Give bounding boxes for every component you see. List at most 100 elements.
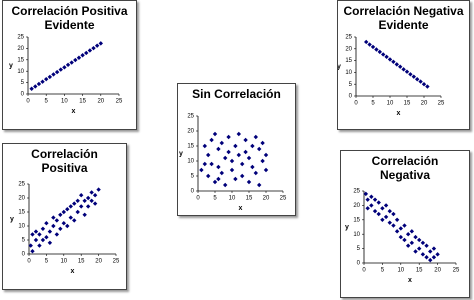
point: [72, 201, 77, 206]
point: [216, 164, 221, 170]
y-tick-label: 20: [17, 46, 24, 52]
point: [82, 198, 87, 203]
y-axis-label: y: [10, 216, 14, 223]
point: [54, 232, 60, 237]
point: [376, 211, 381, 217]
x-tick-label: 0: [26, 99, 30, 105]
point: [367, 42, 372, 47]
point: [383, 203, 389, 208]
y-tick-label: 5: [21, 80, 25, 86]
point: [68, 215, 73, 220]
point: [417, 246, 422, 251]
point: [96, 187, 101, 192]
point: [65, 223, 70, 229]
point: [51, 215, 56, 220]
point: [73, 57, 78, 63]
point: [391, 211, 396, 217]
chart-panel: Sin Correlación 0 5 10 15 20 25 0 5 10 15 20 25 x y: [177, 83, 296, 216]
point: [408, 72, 413, 77]
point: [263, 167, 269, 173]
x-tick-label: 15: [246, 196, 253, 202]
point: [85, 195, 91, 201]
point: [425, 84, 430, 89]
y-tick-label: 20: [345, 46, 352, 52]
y-tick-label: 15: [187, 144, 194, 150]
point: [391, 223, 396, 228]
point: [33, 229, 39, 234]
x-tick-label: 0: [196, 196, 200, 202]
plot: 0 5 10 15 20 25 0 5 10 15 20 25 x y: [338, 35, 445, 117]
point: [40, 226, 46, 231]
point: [398, 226, 403, 231]
point: [223, 182, 228, 188]
point: [428, 249, 433, 254]
point: [364, 39, 369, 45]
point: [37, 243, 42, 248]
point: [61, 209, 66, 215]
y-axis-label: y: [338, 63, 341, 70]
x-tick-label: 5: [213, 196, 217, 202]
point: [202, 161, 207, 167]
x-axis-label: x: [397, 110, 401, 117]
y-tick-label: 0: [357, 261, 361, 267]
point: [405, 232, 411, 237]
x-tick-label: 0: [354, 101, 358, 107]
point: [233, 176, 238, 182]
point: [253, 170, 258, 176]
y-tick-label: 0: [22, 252, 26, 258]
chart-panel: Correlación Positiva Evidente 0 5 10 15 20 25 0…: [2, 0, 137, 130]
chart-title: Correlación Positiva: [31, 147, 98, 175]
point: [47, 229, 53, 234]
point: [233, 143, 238, 149]
x-tick-label: 10: [229, 196, 236, 202]
y-tick-label: 15: [345, 58, 352, 64]
point: [236, 152, 241, 158]
point: [420, 252, 426, 257]
point: [402, 223, 407, 228]
point: [219, 170, 224, 176]
point: [89, 198, 94, 203]
x-tick-label: 0: [27, 259, 31, 265]
point: [229, 158, 235, 164]
point: [206, 173, 211, 179]
x-tick-label: 5: [45, 99, 49, 105]
point: [33, 84, 38, 89]
point: [58, 67, 63, 72]
x-tick-label: 10: [387, 101, 394, 107]
point: [431, 255, 437, 260]
point: [30, 249, 35, 254]
y-tick-label: 25: [345, 35, 352, 41]
point: [246, 155, 252, 161]
point: [236, 131, 241, 137]
point: [94, 43, 100, 48]
point: [89, 190, 94, 195]
point: [36, 81, 42, 87]
point: [202, 143, 207, 149]
point: [387, 57, 393, 62]
point: [223, 155, 228, 161]
chart-panel: Correlación Positiva 0 5 10 15 20 25 0 5 10 15 20 25…: [2, 143, 127, 290]
point: [229, 167, 235, 173]
point: [62, 65, 67, 70]
point: [398, 64, 403, 69]
point: [199, 167, 204, 173]
point: [44, 235, 49, 240]
point: [387, 208, 392, 214]
point: [44, 221, 49, 226]
x-tick-label: 20: [434, 268, 441, 274]
point: [257, 182, 262, 188]
point: [424, 243, 429, 248]
point: [92, 201, 98, 206]
point: [28, 243, 33, 248]
point: [87, 48, 93, 53]
y-axis-label: y: [345, 224, 349, 231]
plot: 0 5 10 15 20 25 0 5 10 15 20 25 x y: [10, 182, 120, 275]
point: [253, 134, 258, 140]
y-tick-label: 25: [17, 35, 24, 41]
x-tick-label: 25: [280, 196, 287, 202]
x-tick-label: 25: [116, 99, 123, 105]
y-axis-label: y: [9, 62, 13, 69]
x-tick-label: 15: [78, 259, 85, 265]
point: [415, 77, 420, 82]
point: [420, 240, 426, 246]
